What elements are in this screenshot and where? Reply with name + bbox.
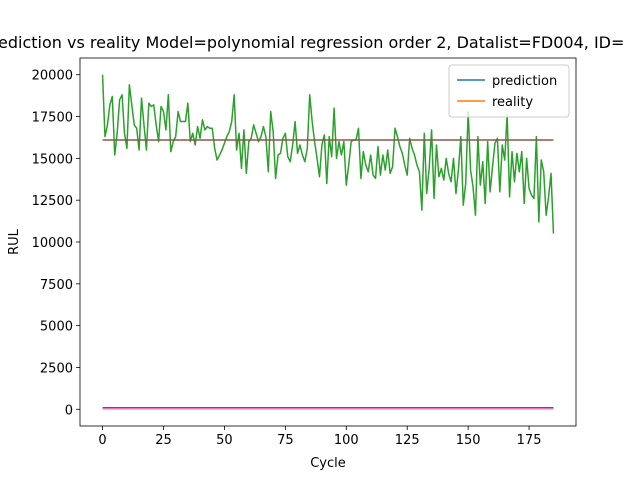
y-tick-label: 5000 [40,320,73,335]
y-tick-label: 15000 [32,152,73,167]
axes-frame [79,57,577,427]
x-tick-label: 175 [517,433,542,448]
x-tick-label: 75 [277,433,294,448]
y-tick-label: 7500 [40,278,73,293]
y-tick-label: 10000 [32,236,73,251]
legend-label: prediction [492,74,557,89]
legend-label: reality [492,95,533,110]
chart-title: ediction vs reality Model=polynomial reg… [0,33,624,52]
x-tick-label: 100 [334,433,359,448]
y-tick-label: 0 [65,403,73,418]
legend: prediction reality [448,64,570,118]
x-axis-label: Cycle [310,456,346,471]
y-tick-label: 17500 [32,111,73,126]
y-tick-label: 12500 [32,194,73,209]
x-tick-label: 0 [98,433,106,448]
y-tick-label: 20000 [32,69,73,84]
x-tick-label: 150 [456,433,481,448]
y-tick-label: 2500 [40,361,73,376]
x-tick-label: 50 [216,433,233,448]
legend-box [448,64,570,118]
x-tick-label: 25 [155,433,172,448]
y-axis-label: RUL [7,228,22,255]
series-line [101,74,555,234]
x-tick-label: 125 [395,433,420,448]
